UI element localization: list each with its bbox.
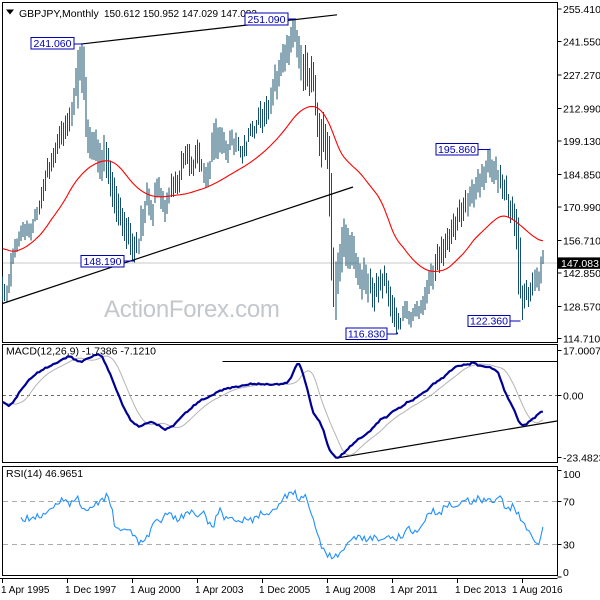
svg-text:1 Aug 2008: 1 Aug 2008 (325, 585, 376, 596)
svg-text:195.860: 195.860 (438, 144, 476, 156)
svg-text:1 Apr 1995: 1 Apr 1995 (1, 585, 50, 596)
svg-text:170.990: 170.990 (563, 202, 600, 214)
svg-text:255.410: 255.410 (563, 4, 600, 16)
svg-text:RSI(14) 46.9651: RSI(14) 46.9651 (6, 468, 83, 480)
svg-text:17.0007: 17.0007 (563, 346, 600, 358)
svg-text:1 Dec 2013: 1 Dec 2013 (455, 585, 507, 596)
svg-text:0: 0 (563, 567, 569, 579)
svg-text:212.990: 212.990 (563, 104, 600, 116)
svg-text:1 Apr 2011: 1 Apr 2011 (390, 585, 438, 596)
svg-text:184.850: 184.850 (563, 169, 600, 181)
svg-text:70: 70 (563, 497, 575, 509)
svg-text:116.830: 116.830 (348, 329, 385, 341)
svg-text:241.060: 241.060 (34, 38, 72, 50)
svg-text:114.710: 114.710 (563, 334, 600, 346)
svg-text:1 Aug 2016: 1 Aug 2016 (512, 585, 563, 596)
svg-text:1 Dec 1997: 1 Dec 1997 (65, 585, 117, 596)
svg-text:GBPJPY,Monthly: GBPJPY,Monthly (19, 8, 100, 20)
svg-text:1 Dec 2005: 1 Dec 2005 (259, 585, 311, 596)
svg-text:142.850: 142.850 (563, 268, 600, 280)
svg-text:150.612 150.952 147.029 147.08: 150.612 150.952 147.029 147.083 (104, 9, 257, 20)
svg-text:148.190: 148.190 (84, 256, 122, 268)
svg-text:30: 30 (563, 540, 575, 552)
svg-text:-23.4823: -23.4823 (563, 452, 600, 464)
svg-text:156.710: 156.710 (563, 235, 600, 247)
svg-text:ActionForex.com: ActionForex.com (104, 296, 280, 323)
svg-text:122.360: 122.360 (470, 316, 508, 328)
svg-text:251.090: 251.090 (248, 14, 286, 26)
svg-text:100: 100 (563, 469, 581, 481)
svg-text:MACD(12,26,9) -1.7386 -7.1210: MACD(12,26,9) -1.7386 -7.1210 (6, 346, 156, 358)
svg-text:227.270: 227.270 (563, 70, 600, 82)
svg-text:147.083: 147.083 (561, 258, 599, 270)
svg-text:199.130: 199.130 (563, 136, 600, 148)
svg-text:1 Apr 2003: 1 Apr 2003 (195, 585, 244, 596)
svg-text:1 Aug 2000: 1 Aug 2000 (130, 585, 181, 596)
svg-text:241.550: 241.550 (563, 37, 600, 49)
svg-text:0.00: 0.00 (563, 390, 584, 402)
svg-text:128.570: 128.570 (563, 301, 600, 313)
